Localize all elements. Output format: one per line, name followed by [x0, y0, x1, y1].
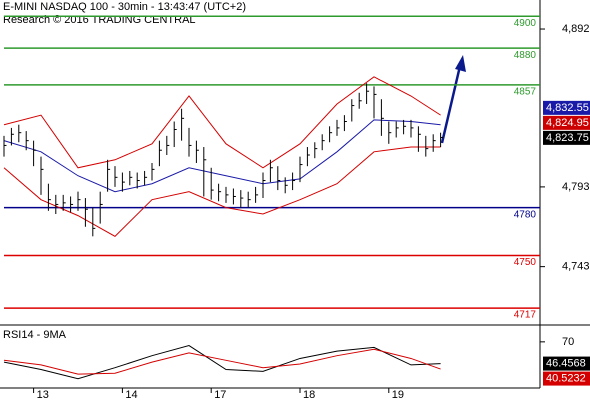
chart-title: E-MINI NASDAQ 100 - 30min - 13:43:47 (UT… — [3, 1, 246, 13]
forecast-arrowhead — [455, 55, 466, 72]
value-box — [543, 130, 590, 145]
value-box — [543, 115, 590, 130]
value-box — [543, 356, 590, 371]
level-label: 4717 — [514, 310, 537, 321]
y-tick-label: 4,793 — [562, 181, 590, 193]
series-line — [3, 344, 441, 380]
x-tick-label: 17 — [214, 389, 226, 400]
value-box-label: 4,832.55 — [546, 102, 589, 114]
series-line — [3, 348, 441, 375]
forecast-arrow — [440, 65, 462, 144]
series-line — [3, 76, 441, 169]
value-box-label: 40.5232 — [546, 372, 586, 384]
value-box-label: 46.4568 — [546, 357, 586, 369]
rsi-title: RSI14 - 9MA — [3, 329, 67, 341]
level-label: 4880 — [514, 50, 537, 61]
value-box — [543, 100, 590, 115]
level-label: 4857 — [514, 86, 537, 97]
level-label: 4750 — [514, 257, 537, 268]
level-label: 4900 — [514, 18, 537, 29]
y-tick-label: 70 — [562, 336, 574, 348]
series-line — [3, 146, 441, 237]
y-tick-label: 4,743 — [562, 261, 590, 273]
x-tick-label: 19 — [392, 389, 404, 400]
series-line — [3, 119, 441, 193]
level-label: 4780 — [514, 209, 537, 220]
y-tick-label: 4,892 — [562, 23, 590, 35]
x-tick-label: 14 — [125, 389, 137, 400]
x-tick-label: 13 — [37, 389, 49, 400]
value-box-label: 4,823.75 — [546, 132, 589, 144]
value-box-label: 4,824.95 — [546, 117, 589, 129]
value-box — [543, 371, 590, 386]
x-tick-label: 18 — [303, 389, 315, 400]
